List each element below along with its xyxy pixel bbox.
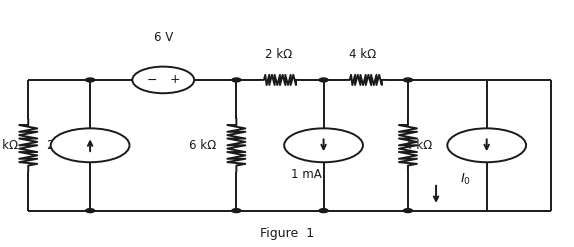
Circle shape — [232, 209, 241, 213]
Circle shape — [404, 209, 413, 213]
Text: 1 mA: 1 mA — [292, 168, 322, 181]
Text: 6 kΩ: 6 kΩ — [189, 139, 217, 152]
Circle shape — [51, 128, 130, 162]
Text: 4 kΩ: 4 kΩ — [350, 48, 377, 61]
Text: 2 mA: 2 mA — [47, 139, 77, 152]
Text: 2 kΩ: 2 kΩ — [265, 48, 292, 61]
Text: 4 kΩ: 4 kΩ — [405, 139, 432, 152]
Text: 3 kΩ: 3 kΩ — [0, 139, 18, 152]
Text: $I_0$: $I_0$ — [460, 172, 471, 187]
Circle shape — [284, 128, 363, 162]
Circle shape — [447, 128, 526, 162]
Text: 6 V: 6 V — [154, 31, 173, 44]
Text: Figure  1: Figure 1 — [260, 227, 314, 240]
Text: −: − — [146, 73, 157, 86]
Circle shape — [404, 78, 413, 82]
Circle shape — [232, 78, 241, 82]
Circle shape — [133, 67, 194, 93]
Circle shape — [319, 78, 328, 82]
Text: +: + — [170, 73, 180, 86]
Circle shape — [319, 209, 328, 213]
Text: 2 mA: 2 mA — [463, 139, 494, 152]
Circle shape — [86, 78, 95, 82]
Circle shape — [86, 209, 95, 213]
